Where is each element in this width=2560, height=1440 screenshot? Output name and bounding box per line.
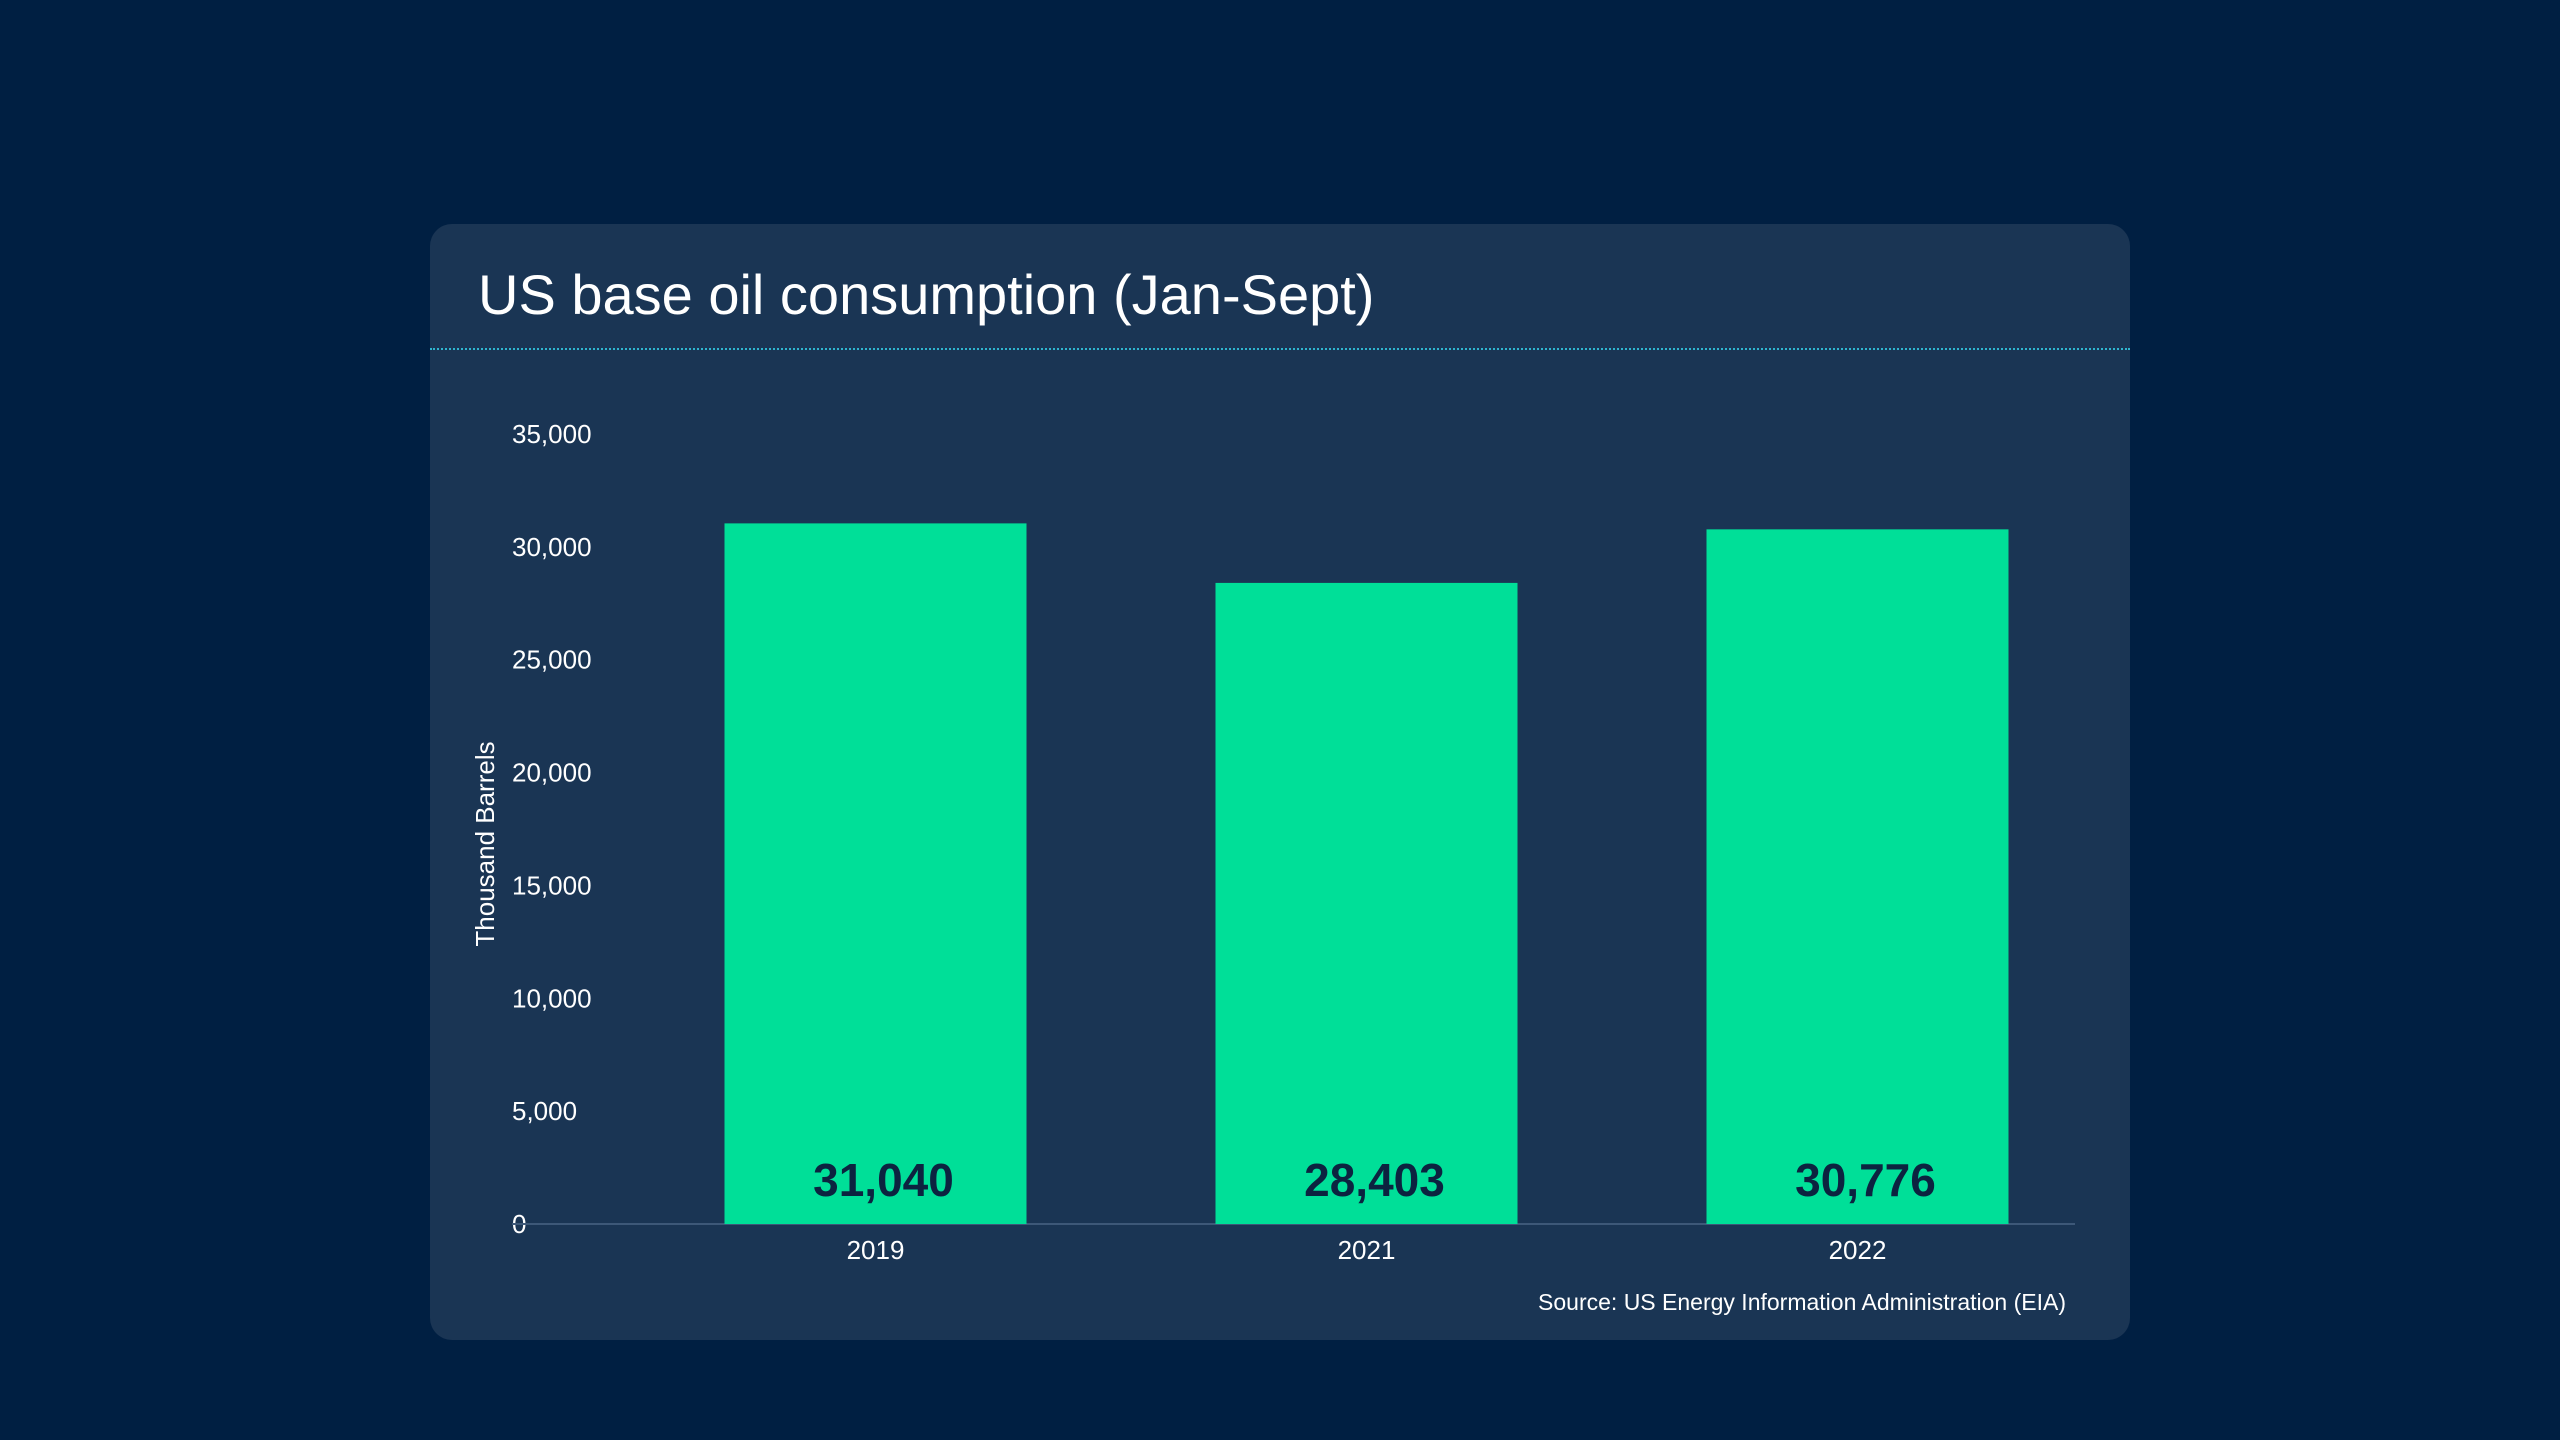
y-tick-label: 5,000	[512, 1096, 577, 1126]
y-tick-label: 35,000	[512, 419, 592, 449]
chart-title: US base oil consumption (Jan-Sept)	[478, 263, 1375, 326]
bar-2022	[1706, 529, 2009, 1224]
source-note: Source: US Energy Information Administra…	[1538, 1289, 2066, 1315]
x-tick-label: 2022	[1829, 1235, 1887, 1265]
y-tick-label: 10,000	[512, 983, 592, 1013]
y-axis-title: Thousand Barrels	[470, 741, 500, 946]
y-tick-label: 20,000	[512, 758, 592, 788]
bar-value-label: 31,040	[813, 1154, 954, 1206]
bar-2021	[1215, 582, 1518, 1224]
bar-2019	[724, 523, 1027, 1224]
bar-chart: 05,00010,00015,00020,00025,00030,00035,0…	[470, 419, 2075, 1265]
x-tick-label: 2019	[847, 1235, 905, 1265]
bar-value-label: 30,776	[1795, 1154, 1936, 1206]
x-tick-label: 2021	[1338, 1235, 1396, 1265]
y-tick-label: 30,000	[512, 532, 592, 562]
title-divider	[430, 348, 2130, 350]
y-tick-label: 25,000	[512, 645, 592, 675]
bar-value-label: 28,403	[1304, 1154, 1445, 1206]
y-tick-label: 15,000	[512, 870, 592, 900]
chart-card: US base oil consumption (Jan-Sept) 0 5,00…	[430, 224, 2130, 1340]
